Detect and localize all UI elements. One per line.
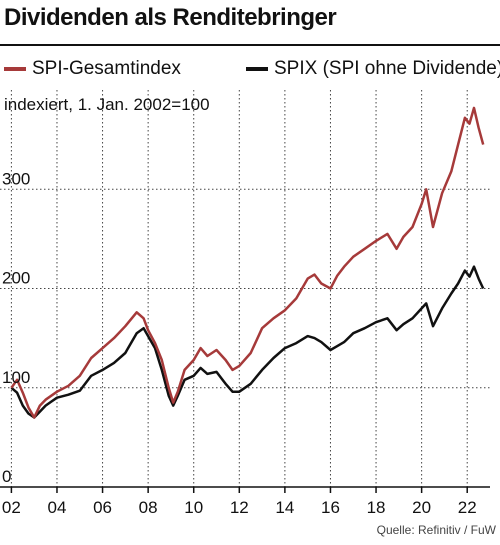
x-tick-label: 20 — [412, 498, 431, 517]
series-line-spi-gesamtindex — [10, 106, 485, 419]
series-line-spix — [10, 265, 485, 419]
axis-layer: 0 100 200 300 02 04 06 08 10 12 14 16 18 20 22 — [0, 169, 490, 517]
x-tick-label: 10 — [184, 498, 203, 517]
x-tick-label: 18 — [367, 498, 386, 517]
x-tick-label: 02 — [2, 498, 21, 517]
x-tick-label: 04 — [48, 498, 67, 517]
legend-item-spix: SPIX (SPI ohne Dividende) — [246, 56, 500, 82]
y-tick-label: 0 — [2, 467, 11, 486]
y-axis-label: indexiert, 1. Jan. 2002=100 — [4, 95, 210, 114]
chart-title: Dividenden als Renditebringer — [4, 4, 337, 31]
x-tick-label: 06 — [93, 498, 112, 517]
title-rule — [0, 44, 500, 46]
series-layer — [10, 106, 485, 419]
x-tick-label: 16 — [321, 498, 340, 517]
legend-swatch-spix — [246, 67, 268, 71]
x-tick-label: 08 — [139, 498, 158, 517]
legend-swatch-spi — [4, 67, 26, 71]
y-tick-label: 200 — [2, 269, 30, 288]
legend-label-spix: SPIX (SPI ohne Dividende) — [274, 58, 500, 79]
source-note: Quelle: Refinitiv / FuW — [376, 523, 496, 537]
x-tick-label: 22 — [458, 498, 477, 517]
grid-lines — [0, 90, 490, 487]
legend-label-spi: SPI-Gesamtindex — [32, 58, 181, 79]
x-tick-label: 12 — [230, 498, 249, 517]
legend-item-spi: SPI-Gesamtindex — [4, 56, 181, 82]
x-tick-label: 14 — [275, 498, 294, 517]
y-tick-label: 300 — [2, 169, 30, 188]
y-tick-label: 100 — [2, 368, 30, 387]
